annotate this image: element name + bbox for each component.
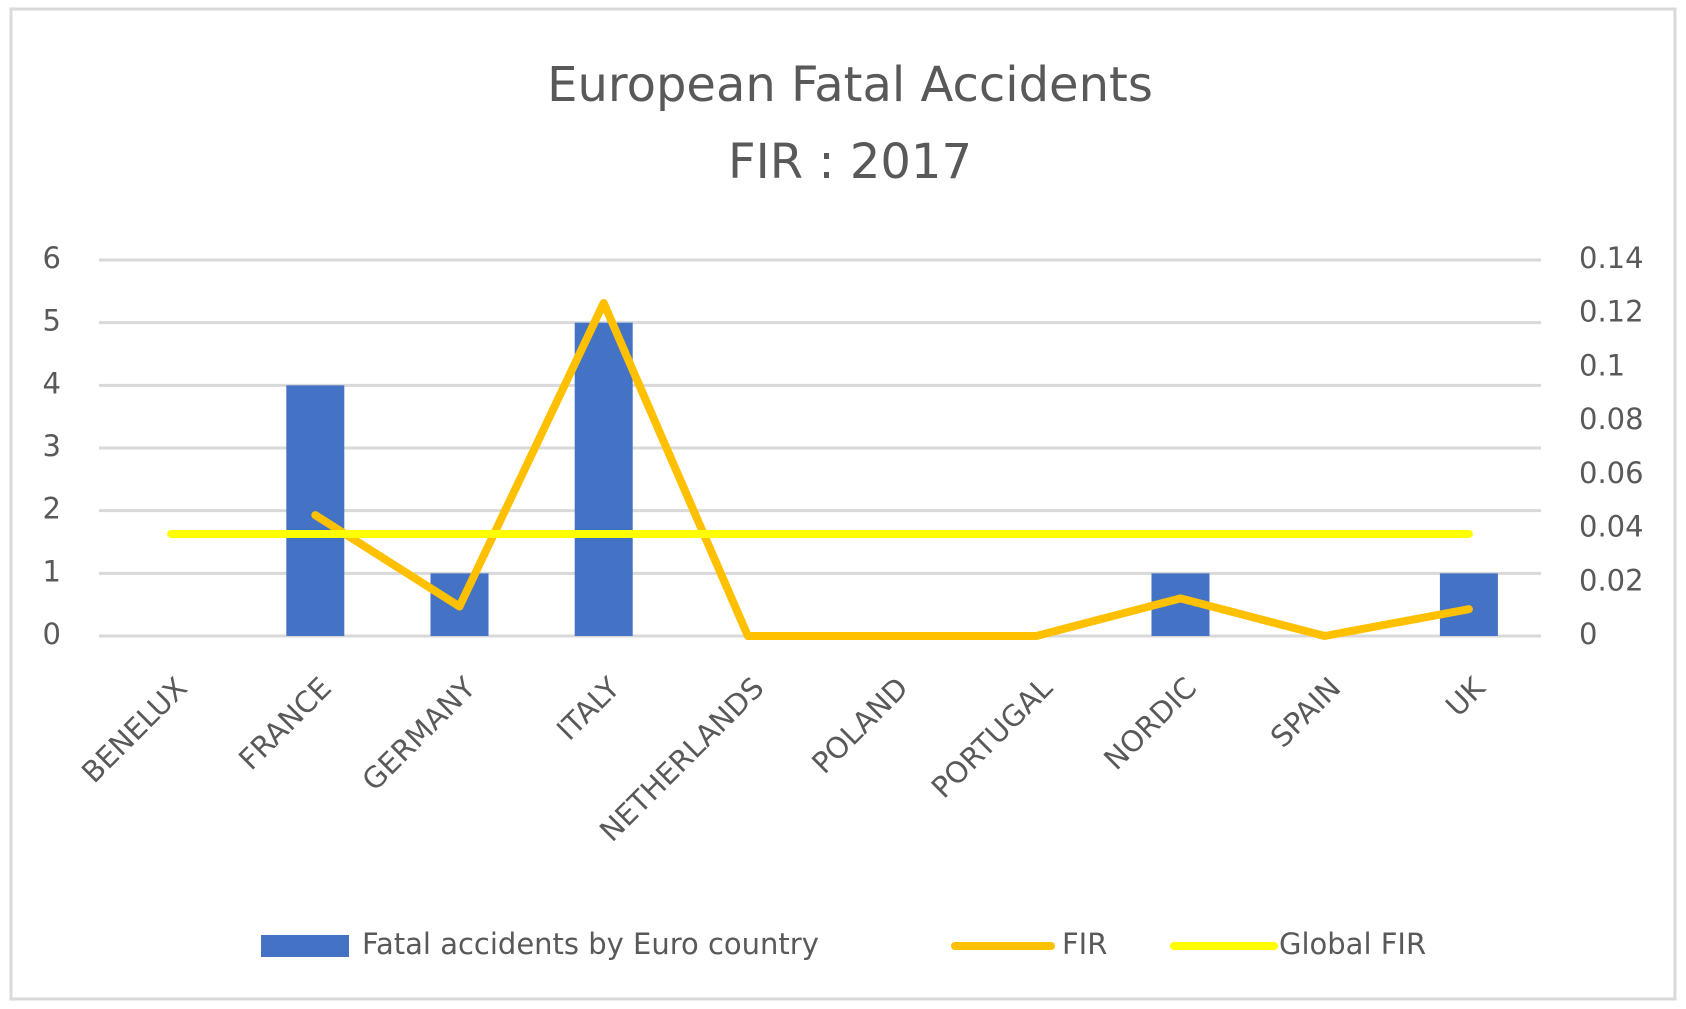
y2-tick-label: 0 bbox=[1579, 617, 1597, 651]
legend-label: Fatal accidents by Euro country bbox=[362, 927, 819, 961]
line bbox=[311, 298, 1473, 640]
y-tick-label: 5 bbox=[43, 304, 61, 338]
y-tick-label: 4 bbox=[43, 366, 61, 400]
y2-tick-label: 0.06 bbox=[1579, 456, 1644, 490]
chart-title: European Fatal Accidents bbox=[547, 57, 1153, 113]
bar bbox=[286, 385, 345, 636]
y2-tick-label: 0.12 bbox=[1579, 295, 1644, 329]
y-tick-label: 0 bbox=[43, 617, 61, 651]
y2-tick-label: 0.1 bbox=[1579, 348, 1625, 382]
y2-tick-label: 0.04 bbox=[1579, 510, 1644, 544]
y-tick-label: 2 bbox=[43, 492, 61, 526]
y2-tick-label: 0.14 bbox=[1579, 241, 1644, 275]
y-tick-label: 3 bbox=[43, 429, 61, 463]
bar bbox=[1439, 573, 1498, 636]
y2-tick-label: 0.08 bbox=[1579, 402, 1644, 436]
y-tick-label: 1 bbox=[43, 554, 61, 588]
y-tick-label: 6 bbox=[43, 241, 61, 275]
bar bbox=[574, 322, 633, 636]
legend-swatch bbox=[261, 935, 349, 957]
chart-subtitle: FIR : 2017 bbox=[728, 134, 972, 190]
legend-label: Global FIR bbox=[1279, 927, 1426, 961]
legend-label: FIR bbox=[1062, 927, 1107, 961]
y2-tick-label: 0.02 bbox=[1579, 563, 1644, 597]
